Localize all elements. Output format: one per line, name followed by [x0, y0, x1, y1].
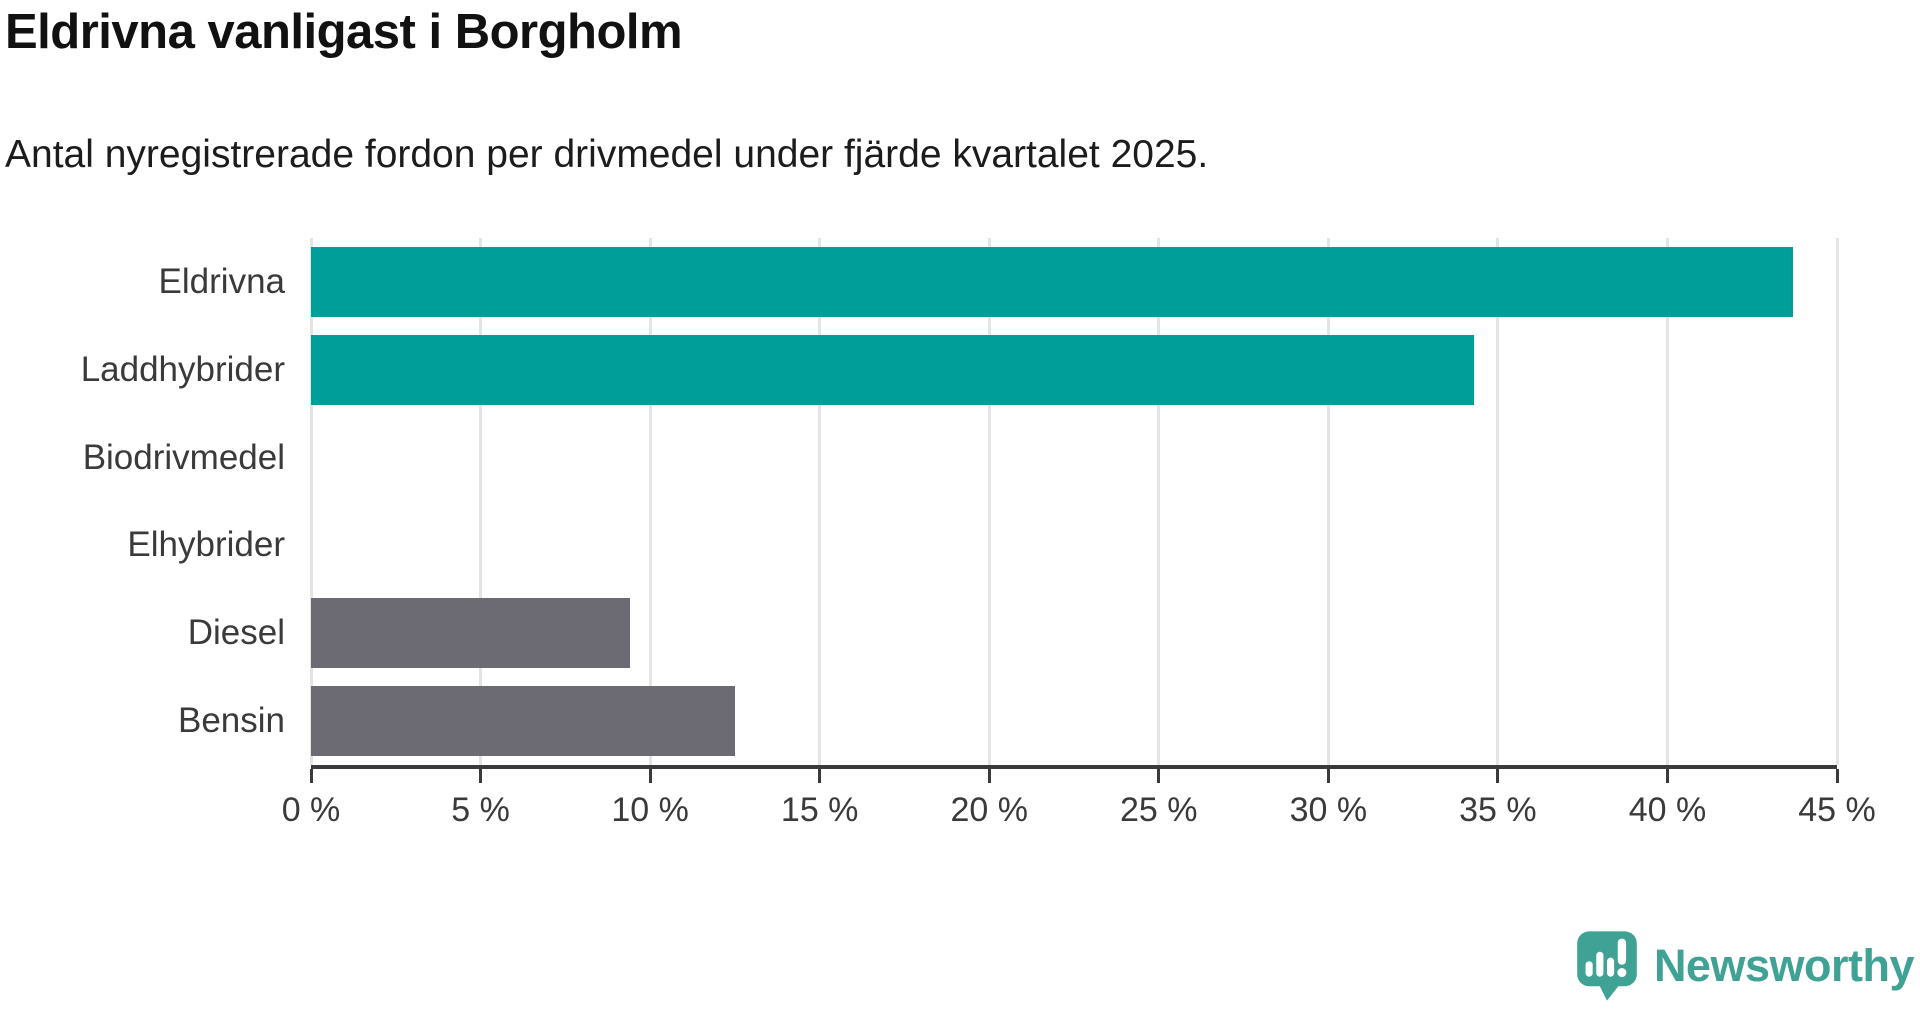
tick-label-15: 15 %: [780, 791, 859, 829]
tick-label-5: 5 %: [451, 791, 510, 829]
gridline-40: [1665, 238, 1669, 765]
gridline-45: [1835, 238, 1839, 765]
tick-mark-40: [1665, 769, 1669, 783]
gridline-5: [479, 238, 483, 765]
tick-mark-25: [1157, 769, 1161, 783]
tick-mark-20: [987, 769, 991, 783]
gridline-30: [1326, 238, 1330, 765]
gridline-0: [309, 238, 313, 765]
tick-mark-10: [648, 769, 652, 783]
x-axis-line: [311, 765, 1837, 769]
tick-mark-30: [1326, 769, 1330, 783]
chart-title: Eldrivna vanligast i Borgholm: [5, 5, 683, 59]
gridline-20: [987, 238, 991, 765]
bar-bensin: [311, 686, 735, 757]
bar-diesel: [311, 598, 630, 669]
newsworthy-speech-bubble-chart-icon: [1577, 931, 1637, 1001]
logo-text: Newsworthy: [1653, 940, 1915, 991]
gridline-35: [1496, 238, 1500, 765]
gridline-10: [648, 238, 652, 765]
tick-mark-0: [309, 769, 313, 783]
tick-label-20: 20 %: [950, 791, 1028, 829]
tick-label-35: 35 %: [1459, 791, 1537, 829]
category-label-biodrivmedel: Biodrivmedel: [82, 437, 285, 477]
tick-label-30: 30 %: [1289, 791, 1368, 829]
gridline-15: [818, 238, 822, 765]
bar-laddhybrider: [311, 334, 1475, 405]
chart-subtitle: Antal nyregistrerade fordon per drivmede…: [5, 133, 1209, 176]
tick-mark-45: [1835, 769, 1839, 783]
tick-label-40: 40 %: [1628, 791, 1707, 829]
x-axis: 0 % 5 % 10 % 15 % 20 % 25 % 30 % 35 % 40 % 45 %: [282, 769, 1876, 839]
tick-label-25: 25 %: [1120, 791, 1198, 829]
tick-label-10: 10 %: [611, 791, 689, 829]
plot-area: [309, 238, 1839, 769]
category-label-diesel: Diesel: [187, 613, 285, 653]
tick-mark-5: [479, 769, 483, 783]
tick-mark-15: [818, 769, 822, 783]
category-label-eldrivna: Eldrivna: [158, 261, 285, 301]
newsworthy-logo: Newsworthy: [1576, 930, 1915, 1002]
tick-mark-35: [1496, 769, 1500, 783]
y-axis-category-labels: Eldrivna Laddhybrider Biodrivmedel Elhybrid…: [0, 238, 285, 765]
category-label-bensin: Bensin: [177, 701, 285, 741]
tick-label-0: 0 %: [281, 791, 341, 829]
gridline-25: [1157, 238, 1161, 765]
category-label-laddhybrider: Laddhybrider: [80, 349, 285, 389]
category-label-elhybrider: Elhybrider: [127, 525, 285, 565]
bar-eldrivna: [311, 246, 1793, 317]
tick-label-45: 45 %: [1798, 791, 1876, 829]
